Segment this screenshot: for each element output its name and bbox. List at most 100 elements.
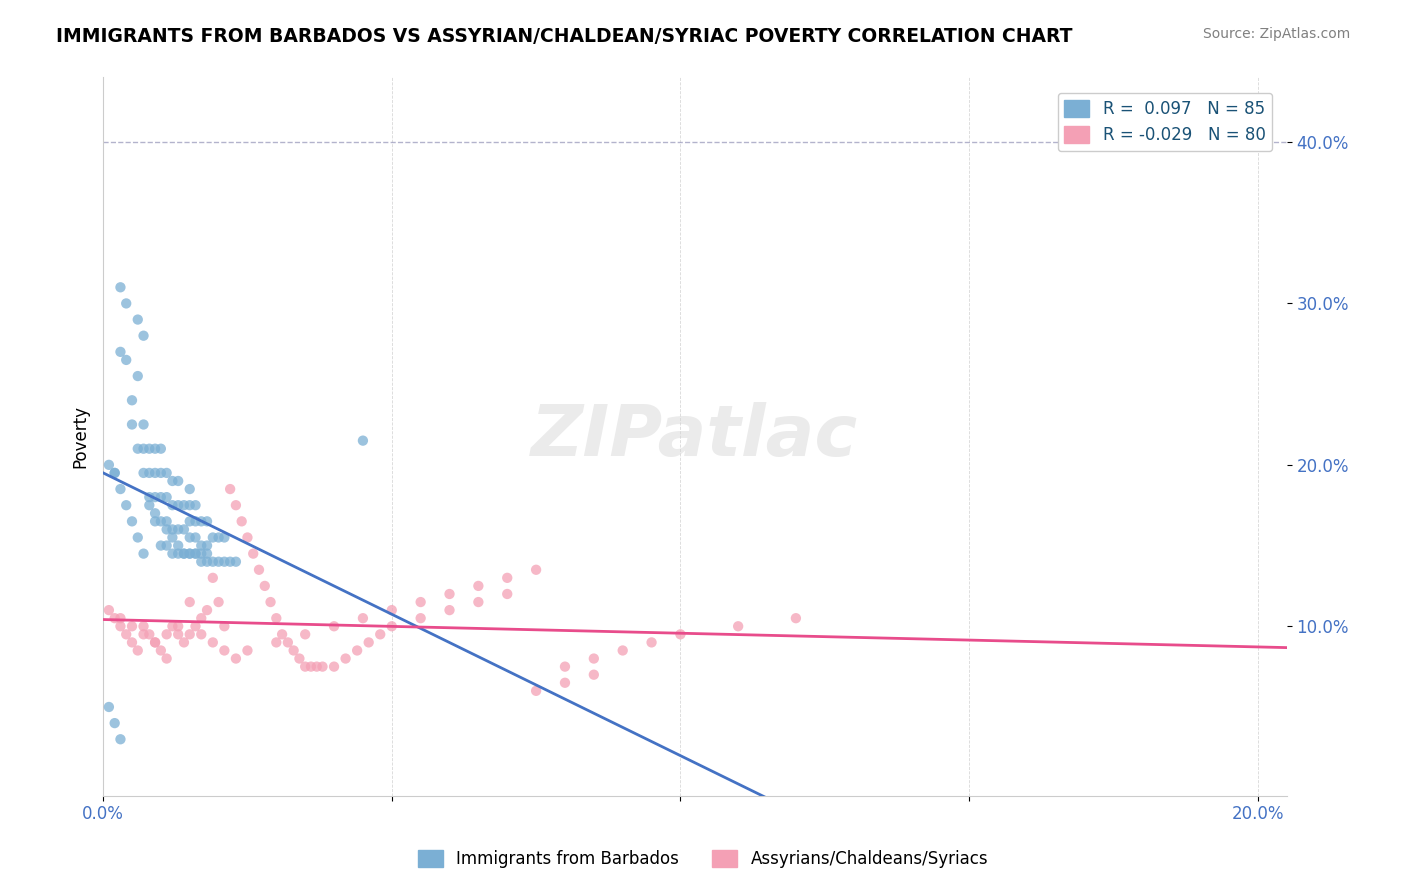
Point [121,393,143,408]
Point [190,547,212,561]
Point [97,700,120,714]
Point [323,619,346,633]
Point [195,539,218,553]
Point [184,498,207,512]
Point [305,659,328,673]
Point [201,531,224,545]
Point [149,643,172,657]
Point [143,490,166,504]
Point [167,498,190,512]
Point [167,474,190,488]
Point [259,595,281,609]
Point [225,498,247,512]
Point [225,651,247,665]
Point [496,571,519,585]
Point [439,603,461,617]
Point [162,547,184,561]
Point [214,643,236,657]
Point [283,643,305,657]
Point [368,627,391,641]
Point [138,442,160,456]
Point [335,651,357,665]
Point [156,466,179,480]
Point [173,523,195,537]
Point [110,482,132,496]
Point [104,466,127,480]
Text: ZIPatlас: ZIPatlас [531,402,859,471]
Point [554,675,576,690]
Point [104,611,127,625]
Point [201,571,224,585]
Point [156,539,179,553]
Point [127,369,149,384]
Point [467,579,489,593]
Point [582,651,605,665]
Point [179,531,201,545]
Point [162,523,184,537]
Point [253,579,276,593]
Point [219,482,242,496]
Point [582,667,605,681]
Point [190,539,212,553]
Point [149,539,172,553]
Point [409,611,432,625]
Point [467,595,489,609]
Point [190,514,212,528]
Point [167,627,190,641]
Point [143,466,166,480]
Point [669,627,692,641]
Point [190,611,212,625]
Point [132,417,155,432]
Point [727,619,749,633]
Point [242,547,264,561]
Point [138,490,160,504]
Point [381,619,404,633]
Point [524,683,547,698]
Point [214,555,236,569]
Point [143,514,166,528]
Text: Source: ZipAtlas.com: Source: ZipAtlas.com [1202,27,1350,41]
Point [201,635,224,649]
Point [132,442,155,456]
Point [640,635,662,649]
Point [299,659,322,673]
Point [179,482,201,496]
Point [162,619,184,633]
Point [184,531,207,545]
Point [207,531,229,545]
Point [115,627,138,641]
Point [149,466,172,480]
Point [167,539,190,553]
Point [149,442,172,456]
Point [104,716,127,731]
Point [110,611,132,625]
Point [207,555,229,569]
Point [214,531,236,545]
Point [132,627,155,641]
Point [162,531,184,545]
Point [201,555,224,569]
Point [346,643,368,657]
Point [207,595,229,609]
Point [167,523,190,537]
Point [184,514,207,528]
Point [184,547,207,561]
Point [357,635,380,649]
Point [162,474,184,488]
Point [236,531,259,545]
Point [179,627,201,641]
Point [179,514,201,528]
Point [132,328,155,343]
Point [524,563,547,577]
Point [288,651,311,665]
Point [173,498,195,512]
Point [352,434,374,448]
Legend: R =  0.097   N = 85, R = -0.029   N = 80: R = 0.097 N = 85, R = -0.029 N = 80 [1057,93,1272,151]
Point [195,555,218,569]
Point [323,659,346,673]
Point [143,442,166,456]
Point [352,611,374,625]
Point [167,547,190,561]
Point [143,635,166,649]
Point [225,555,247,569]
